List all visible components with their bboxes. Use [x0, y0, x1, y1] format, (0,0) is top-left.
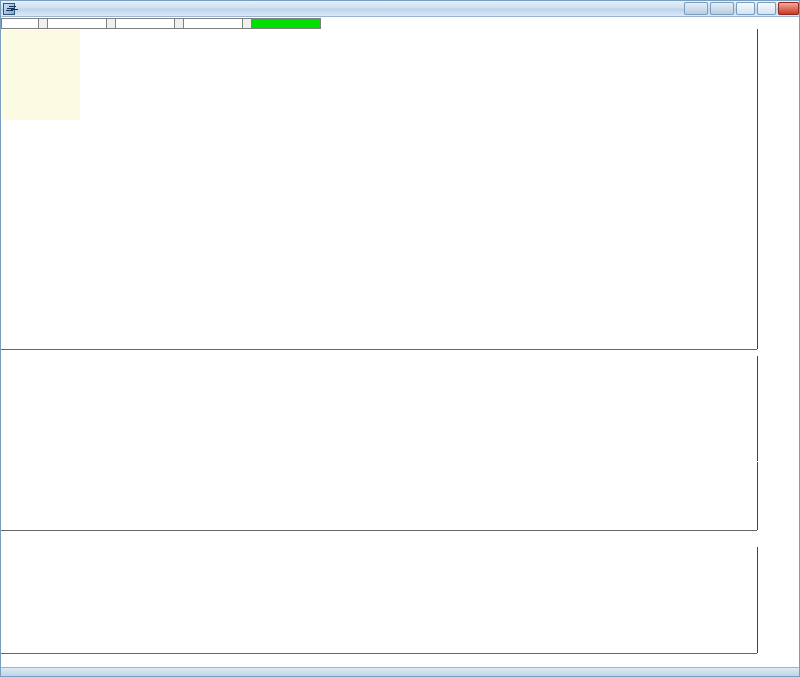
intr-button[interactable]: [710, 2, 734, 15]
minimize-button[interactable]: [736, 2, 755, 15]
chart-window-icon: [3, 2, 15, 15]
macd-fast-axis: [757, 356, 799, 461]
cursor-data-legend: [2, 30, 80, 120]
window-titlebar: [1, 1, 799, 17]
price-plot-area[interactable]: [1, 29, 757, 349]
stochrsi-plot-area[interactable]: [1, 462, 757, 530]
stochrsi-panel: [1, 462, 799, 530]
quote-bar: [1, 18, 757, 29]
quote-net-value: [251, 18, 321, 29]
close-button[interactable]: [778, 2, 799, 15]
stochrsi-axis: [757, 462, 799, 530]
sym-button[interactable]: [684, 2, 708, 15]
macd-fast-plot-area[interactable]: [1, 356, 757, 461]
status-bar: [1, 667, 799, 676]
quote-open-value: [1, 18, 39, 29]
window-controls: [684, 2, 799, 15]
macd-slow-plot-area[interactable]: [1, 547, 757, 653]
quote-low-value: [115, 18, 175, 29]
macd-fast-panel: [1, 356, 799, 461]
price-axis: [757, 29, 799, 349]
maximize-button[interactable]: [757, 2, 776, 15]
price-panel: [1, 29, 799, 349]
macd-slow-panel: [1, 547, 799, 653]
macd-slow-axis: [757, 547, 799, 653]
quote-last-value: [183, 18, 243, 29]
quote-high-value: [47, 18, 107, 29]
